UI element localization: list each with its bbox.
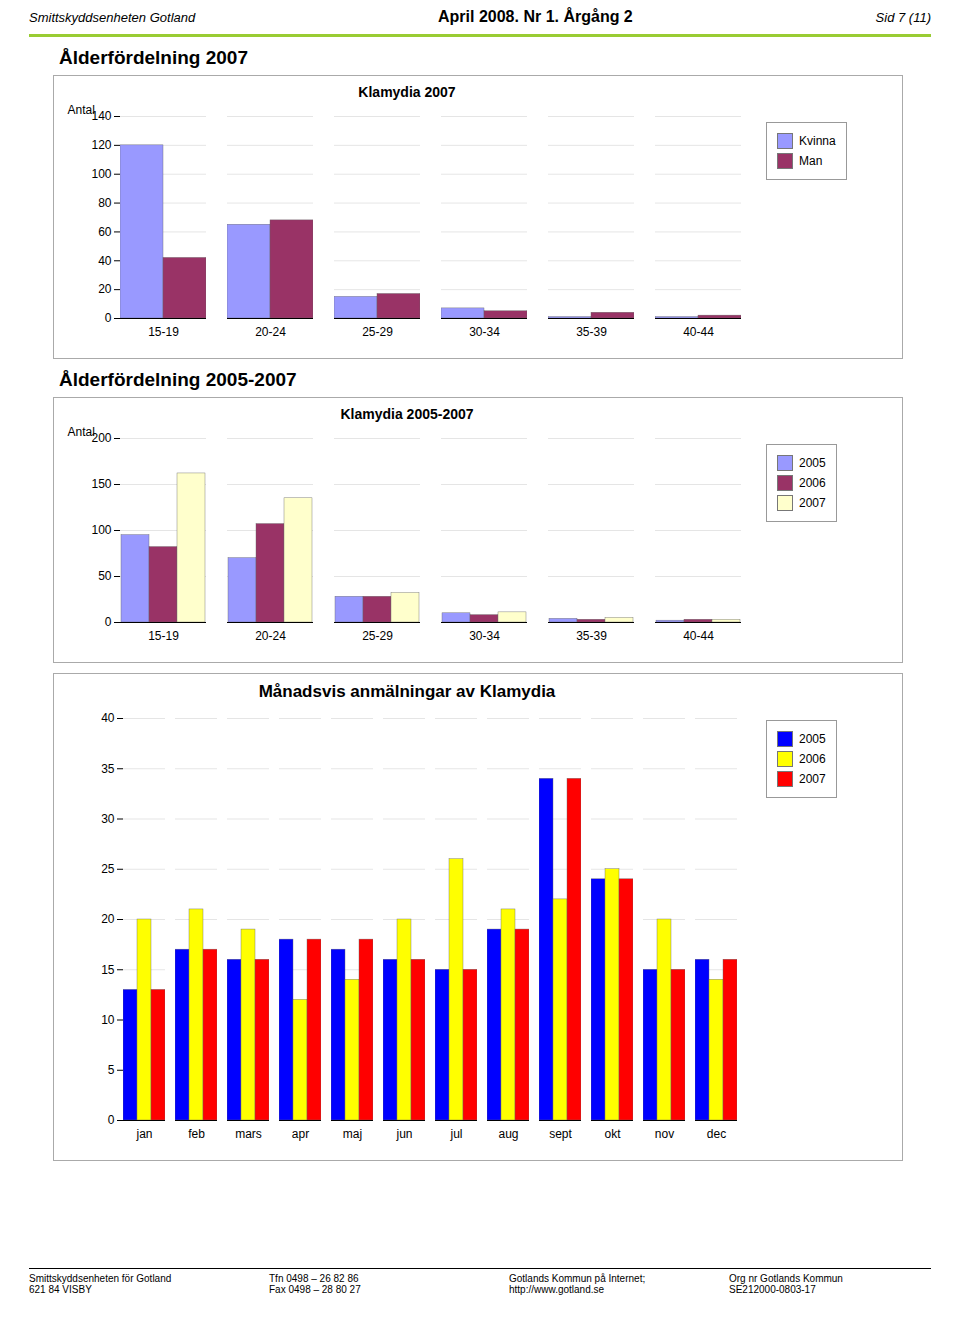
- svg-text:10: 10: [101, 1013, 115, 1027]
- svg-text:30: 30: [101, 812, 115, 826]
- svg-text:Antal: Antal: [68, 425, 95, 439]
- svg-text:0: 0: [105, 615, 112, 629]
- html-text:2007: 2007: [799, 772, 826, 786]
- svg-text:100: 100: [91, 167, 111, 181]
- html-text:Ålderfördelning 2005-2007: Ålderfördelning 2005-2007: [59, 369, 297, 390]
- svg-text:20-24: 20-24: [255, 325, 286, 339]
- svg-text:35: 35: [101, 762, 115, 776]
- svg-text:15: 15: [101, 963, 115, 977]
- svg-text:80: 80: [98, 196, 112, 210]
- html-text:Smittskyddsenheten för Gotland: Smittskyddsenheten för Gotland 621 84 VI…: [29, 1273, 172, 1295]
- svg-text:30-34: 30-34: [469, 629, 500, 643]
- svg-text:35-39: 35-39: [576, 325, 607, 339]
- svg-text:40: 40: [98, 254, 112, 268]
- html-text:Kvinna: Kvinna: [799, 134, 836, 148]
- svg-text:15-19: 15-19: [148, 629, 179, 643]
- svg-text:sept: sept: [549, 1127, 572, 1141]
- svg-text:150: 150: [91, 477, 111, 491]
- svg-text:mars: mars: [235, 1127, 262, 1141]
- html-text:2005: 2005: [799, 456, 826, 470]
- html-text:Klamydia 2005-2007: Klamydia 2005-2007: [340, 406, 474, 422]
- svg-text:0: 0: [105, 311, 112, 325]
- svg-text:20: 20: [98, 282, 112, 296]
- html-text:Ålderfördelning 2007: Ålderfördelning 2007: [59, 47, 248, 68]
- svg-text:jul: jul: [449, 1127, 462, 1141]
- svg-text:25-29: 25-29: [362, 325, 393, 339]
- svg-text:140: 140: [91, 109, 112, 124]
- html-text:Sid 7 (11): Sid 7 (11): [875, 9, 931, 25]
- svg-text:5: 5: [108, 1063, 115, 1077]
- svg-text:40: 40: [101, 711, 115, 725]
- html-text:2006: 2006: [799, 476, 826, 490]
- html-text:2006: 2006: [799, 752, 826, 766]
- html-text:Man: Man: [799, 154, 823, 168]
- html-text:April 2008. Nr 1. Årgång 2: April 2008. Nr 1. Årgång 2: [438, 8, 633, 25]
- html-text:Månadsvis anmälningar av Klamy: Månadsvis anmälningar av Klamydia: [258, 682, 556, 701]
- svg-text:Antal: Antal: [68, 103, 95, 117]
- svg-text:maj: maj: [343, 1127, 362, 1141]
- html-text:Tfn 0498 – 26 82 86 Fax 0498 –: Tfn 0498 – 26 82 86 Fax 0498 – 28 80 27: [269, 1273, 361, 1295]
- svg-text:35-39: 35-39: [576, 629, 607, 643]
- svg-text:100: 100: [91, 523, 111, 537]
- html-text:Klamydia 2007: Klamydia 2007: [358, 84, 456, 100]
- svg-text:dec: dec: [707, 1127, 726, 1141]
- html-text:2005: 2005: [799, 732, 826, 746]
- svg-text:30-34: 30-34: [469, 325, 500, 339]
- svg-text:50: 50: [98, 569, 112, 583]
- html-text:Org nr Gotlands Kommun SE21200: Org nr Gotlands Kommun SE212000-0803-17: [729, 1273, 843, 1295]
- svg-text:jun: jun: [395, 1127, 412, 1141]
- svg-text:okt: okt: [604, 1127, 621, 1141]
- svg-text:200: 200: [91, 431, 112, 446]
- svg-text:apr: apr: [292, 1127, 309, 1141]
- svg-text:feb: feb: [188, 1127, 205, 1141]
- svg-text:120: 120: [91, 138, 111, 152]
- svg-text:25: 25: [101, 862, 115, 876]
- svg-text:jan: jan: [135, 1127, 152, 1141]
- html-text:Smittskyddsenheten Gotland: Smittskyddsenheten Gotland: [29, 9, 196, 25]
- svg-text:15-19: 15-19: [148, 325, 179, 339]
- svg-text:40-44: 40-44: [683, 629, 714, 643]
- svg-text:20-24: 20-24: [255, 629, 286, 643]
- svg-text:40-44: 40-44: [683, 325, 714, 339]
- html-text:Gotlands Kommun på Internet; h: Gotlands Kommun på Internet; http://www.…: [509, 1273, 646, 1295]
- html-text:2007: 2007: [799, 496, 826, 510]
- svg-text:25-29: 25-29: [362, 629, 393, 643]
- svg-text:20: 20: [101, 912, 115, 926]
- svg-text:aug: aug: [498, 1127, 518, 1141]
- svg-text:60: 60: [98, 225, 112, 239]
- svg-text:0: 0: [108, 1113, 115, 1127]
- svg-text:nov: nov: [655, 1127, 674, 1141]
